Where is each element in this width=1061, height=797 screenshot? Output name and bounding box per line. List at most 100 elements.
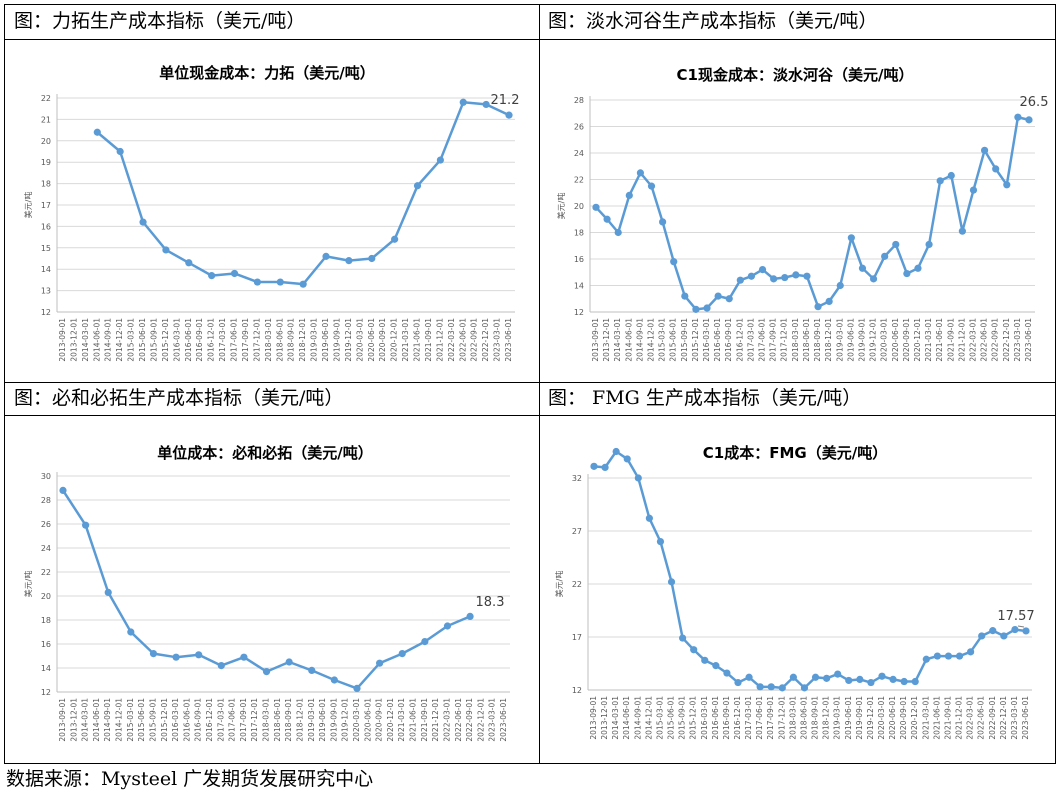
x-tick-label: 2023-06-01 bbox=[1021, 696, 1030, 740]
x-tick-label: 2014-09-01 bbox=[104, 318, 113, 362]
y-tick-label: 18 bbox=[41, 616, 51, 625]
data-point bbox=[770, 275, 778, 283]
data-point bbox=[230, 269, 239, 278]
data-point bbox=[933, 652, 941, 660]
chart-panel-fmg: C1成本：FMG（美元/吨） 12 17 22 27 32 美元/吨 2013-09-01 20… bbox=[540, 416, 1050, 762]
x-tick-label: 2017-06-01 bbox=[228, 698, 237, 742]
x-tick-label: 2019-09-01 bbox=[855, 696, 864, 740]
caption-rule-top bbox=[5, 39, 1055, 40]
x-tick-label: 2014-09-01 bbox=[633, 696, 642, 740]
data-point bbox=[679, 634, 687, 642]
data-point bbox=[149, 650, 158, 658]
y-tick-label: 14 bbox=[41, 265, 51, 274]
x-tick-label: 2014-06-01 bbox=[92, 318, 101, 362]
x-tick-label: 2018-06-01 bbox=[802, 318, 811, 362]
x-tick-label: 2014-03-01 bbox=[611, 696, 620, 740]
data-point bbox=[162, 246, 170, 254]
x-tick-label: 2022-03-01 bbox=[442, 698, 451, 742]
series-line bbox=[595, 115, 1030, 311]
x-tick-label: 2020-03-01 bbox=[880, 318, 889, 362]
x-tick-label: 2014-12-01 bbox=[115, 318, 124, 362]
x-tick-label: 2020-03-01 bbox=[352, 698, 361, 742]
x-tick-label: 2014-06-01 bbox=[92, 698, 101, 742]
chart-panel-rio-tinto: 单位现金成本：力拓（美元/吨） 12 13 14 15 16 17 18 19 20 21 22 美元/… bbox=[5, 40, 530, 376]
data-point bbox=[285, 658, 293, 666]
x-tick-label: 2015-03-01 bbox=[655, 696, 664, 740]
y-tick-label: 12 bbox=[41, 688, 51, 697]
data-point bbox=[253, 278, 262, 286]
vertical-divider bbox=[539, 5, 540, 763]
x-tick-label: 2018-06-01 bbox=[273, 698, 282, 742]
data-point bbox=[590, 462, 598, 470]
data-point bbox=[800, 684, 809, 692]
data-point bbox=[398, 650, 406, 658]
y-tick-label: 12 bbox=[572, 686, 582, 695]
x-tick-label: 2021-06-01 bbox=[413, 318, 422, 362]
data-point bbox=[925, 240, 933, 249]
y-tick-label: 30 bbox=[41, 472, 51, 481]
data-point bbox=[1014, 113, 1022, 121]
x-tick-label: 2015-12-01 bbox=[691, 318, 700, 362]
data-point bbox=[172, 653, 180, 661]
x-tick-label: 2019-09-01 bbox=[329, 698, 338, 742]
chart-bhp: 单位成本：必和必拓（美元/吨） 12 14 16 18 20 22 24 26 28 30 美元/吨 2… bbox=[23, 444, 510, 742]
y-tick-label: 16 bbox=[574, 255, 584, 264]
x-tick-label: 2017-03-01 bbox=[746, 318, 755, 362]
x-tick-label: 2013-12-01 bbox=[602, 318, 611, 362]
x-tick-label: 2016-06-01 bbox=[713, 318, 722, 362]
chart-title: C1成本：FMG（美元/吨） bbox=[703, 444, 887, 462]
data-point bbox=[734, 678, 742, 687]
y-tick-label: 22 bbox=[41, 94, 51, 103]
data-point bbox=[781, 273, 789, 282]
data-point bbox=[299, 280, 307, 288]
x-tick-label: 2018-09-01 bbox=[811, 696, 820, 740]
x-tick-label: 2018-03-01 bbox=[264, 318, 273, 362]
data-point bbox=[505, 111, 513, 119]
y-tick-label: 20 bbox=[41, 137, 51, 146]
x-tick-label: 2022-06-01 bbox=[458, 318, 467, 362]
x-tick-label: 2016-03-01 bbox=[171, 698, 180, 742]
x-tick-label: 2014-12-01 bbox=[647, 318, 656, 362]
data-point bbox=[612, 447, 620, 456]
data-point bbox=[803, 272, 811, 280]
data-point bbox=[127, 628, 135, 636]
data-label-latest: 18.3 bbox=[476, 595, 505, 610]
data-point bbox=[955, 652, 964, 660]
x-tick-label: 2015-09-01 bbox=[678, 696, 687, 740]
x-tick-label: 2017-09-01 bbox=[766, 696, 775, 740]
data-point bbox=[482, 100, 490, 109]
data-point bbox=[603, 215, 611, 223]
y-tick-label: 20 bbox=[574, 202, 584, 211]
x-tick-label: 2018-06-01 bbox=[799, 696, 808, 740]
x-tick-label: 2019-06-01 bbox=[844, 696, 853, 740]
x-tick-label: 2015-06-01 bbox=[669, 318, 678, 362]
x-tick-label: 2020-06-01 bbox=[367, 318, 376, 362]
y-tick-label: 28 bbox=[41, 496, 51, 505]
caption-bhp: 图：必和必拓生产成本指标（美元/吨） bbox=[14, 387, 344, 409]
data-point bbox=[692, 305, 700, 313]
chart-rio-tinto: 单位现金成本：力拓（美元/吨） 12 13 14 15 16 17 18 19 20 21 22 美元/… bbox=[23, 64, 519, 362]
x-tick-label: 2018-09-01 bbox=[287, 318, 296, 362]
data-point bbox=[712, 662, 720, 670]
x-tick-label: 2019-12-01 bbox=[344, 318, 353, 362]
data-point bbox=[376, 659, 384, 667]
x-tick-label: 2017-12-01 bbox=[777, 696, 786, 740]
data-point bbox=[900, 677, 908, 686]
data-point bbox=[1025, 116, 1033, 124]
data-point bbox=[701, 656, 709, 664]
data-point bbox=[747, 272, 756, 280]
x-tick-label: 2020-09-01 bbox=[375, 698, 384, 742]
data-point bbox=[834, 670, 842, 678]
x-tick-label: 2019-03-01 bbox=[833, 696, 842, 740]
x-tick-label: 2014-12-01 bbox=[644, 696, 653, 740]
data-point bbox=[922, 655, 930, 663]
x-tick-label: 2019-06-01 bbox=[321, 318, 330, 362]
x-tick-label: 2020-09-01 bbox=[902, 318, 911, 362]
x-tick-label: 2013-09-01 bbox=[589, 696, 598, 740]
data-label-latest: 17.57 bbox=[997, 609, 1034, 624]
x-tick-label: 2020-06-01 bbox=[363, 698, 372, 742]
x-tick-label: 2021-09-01 bbox=[420, 698, 429, 742]
x-tick-label: 2023-03-01 bbox=[488, 698, 497, 742]
data-point bbox=[185, 259, 193, 267]
data-point bbox=[725, 295, 733, 303]
